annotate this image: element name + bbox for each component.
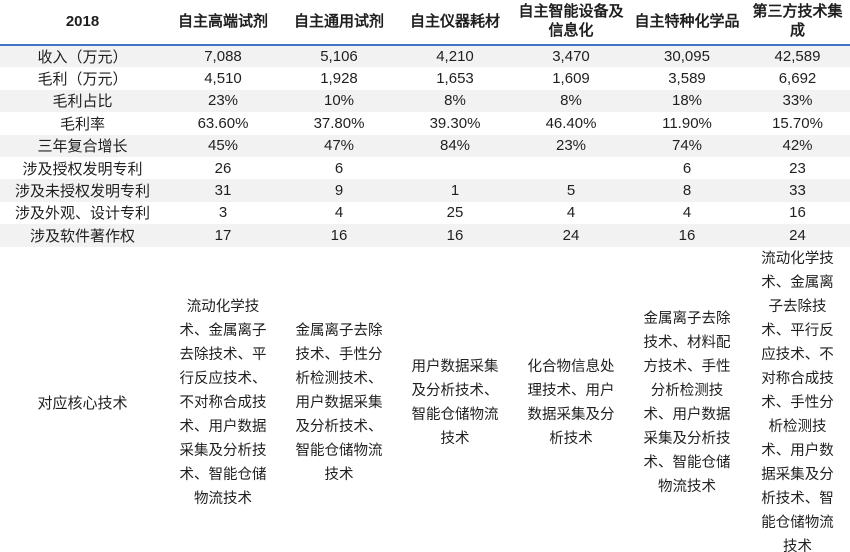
- value-cell: 3,589: [668, 70, 706, 88]
- value-cell: 5: [566, 182, 576, 200]
- value-cell: 1: [450, 182, 460, 200]
- value-cell: 4: [566, 204, 576, 222]
- value-cell: [513, 157, 629, 179]
- value-cell: 4,510: [204, 70, 242, 88]
- value-cell: 4,210: [436, 48, 474, 66]
- table-row: 涉及未授权发明专利 31 9 1 5 8 33: [0, 179, 850, 202]
- value-cell: 5,106: [320, 48, 358, 66]
- value-cell: 6: [334, 159, 344, 177]
- value-cell: 8: [682, 182, 692, 200]
- column-header: 自主智能设备及信息化: [518, 3, 624, 39]
- row-label: 毛利占比: [52, 93, 113, 111]
- value-cell: 18%: [671, 92, 703, 110]
- value-cell: 24: [789, 226, 806, 244]
- table-body: 收入（万元） 7,088 5,106 4,210 3,470 30,095 42,589 毛利…: [0, 45, 850, 552]
- value-cell: 84%: [439, 137, 471, 155]
- value-cell: 8%: [560, 92, 582, 110]
- column-header: 第三方技术集成: [752, 3, 843, 39]
- value-cell: 31: [214, 182, 232, 200]
- value-cell: 42,589: [774, 48, 821, 66]
- value-cell: 47%: [323, 137, 355, 155]
- value-cell: 9: [334, 182, 344, 200]
- value-cell: 46.40%: [545, 114, 597, 132]
- value-cell: [397, 157, 513, 179]
- value-cell: 1,928: [320, 70, 358, 88]
- value-cell: 25: [446, 204, 464, 222]
- value-cell: 16: [330, 226, 348, 244]
- value-cell: 23%: [207, 92, 239, 110]
- core-tech-cell: 金属离子去除技术、手性分析检测技术、用户数据采集及分析技术、智能仓储物流技术: [295, 322, 383, 483]
- table-row: 三年复合增长 45% 47% 84% 23% 74% 42%: [0, 134, 850, 157]
- table-row: 对应核心技术 流动化学技术、金属离子去除技术、平行反应技术、不对称合成技术、用户数…: [0, 247, 850, 552]
- value-cell: 10%: [323, 92, 355, 110]
- value-cell: 33: [789, 182, 806, 200]
- value-cell: 63.60%: [197, 114, 249, 132]
- row-label: 毛利率: [59, 115, 105, 133]
- value-cell: 11.90%: [662, 114, 712, 132]
- table-row: 毛利（万元） 4,510 1,928 1,653 1,609 3,589 6,692: [0, 67, 850, 89]
- value-cell: 39.30%: [429, 114, 481, 132]
- table-row: 涉及外观、设计专利 3 4 25 4 4 16: [0, 202, 850, 224]
- value-cell: 4: [682, 204, 692, 222]
- value-cell: 37.80%: [313, 114, 365, 132]
- core-tech-cell: 流动化学技术、金属离子去除技术、平行反应技术、不对称合成技术、用户数据采集及分析…: [179, 298, 267, 507]
- value-cell: 33%: [782, 92, 813, 110]
- value-cell: 15.70%: [772, 114, 823, 132]
- row-label: 三年复合增长: [37, 138, 128, 156]
- column-header: 自主高端试剂: [177, 12, 268, 30]
- core-tech-cell: 用户数据采集及分析技术、智能仓储物流技术: [411, 358, 499, 447]
- row-label: 对应核心技术: [37, 395, 128, 413]
- table-row: 收入（万元） 7,088 5,106 4,210 3,470 30,095 42,589: [0, 45, 850, 68]
- table-row: 毛利率 63.60% 37.80% 39.30% 46.40% 11.90% 15.70%: [0, 112, 850, 134]
- value-cell: 1,653: [436, 70, 474, 88]
- value-cell: 45%: [207, 137, 239, 155]
- value-cell: 16: [446, 226, 464, 244]
- row-label: 收入（万元）: [37, 49, 128, 67]
- value-cell: 3: [218, 204, 228, 222]
- value-cell: 6,692: [778, 70, 817, 88]
- value-cell: 3,470: [552, 48, 590, 66]
- value-cell: 6: [682, 159, 692, 177]
- value-cell: 4: [334, 204, 344, 222]
- value-cell: 74%: [671, 137, 703, 155]
- column-header: 自主通用试剂: [293, 12, 384, 30]
- value-cell: 26: [214, 159, 232, 177]
- column-header: 自主特种化学品: [634, 12, 740, 30]
- table-row: 涉及授权发明专利 26 6 6 23: [0, 157, 850, 179]
- row-label: 涉及授权发明专利: [22, 160, 143, 178]
- year-header: 2018: [65, 12, 100, 30]
- row-label: 毛利（万元）: [37, 71, 128, 89]
- value-cell: 23: [789, 159, 806, 177]
- core-tech-cell: 流动化学技术、金属离子去除技术、平行反应技术、不对称合成技术、手性分析检测技术、…: [761, 250, 834, 552]
- value-cell: 16: [789, 204, 806, 222]
- value-cell: 23%: [555, 137, 587, 155]
- row-label: 涉及软件著作权: [29, 227, 135, 245]
- value-cell: 17: [214, 226, 232, 244]
- value-cell: 1,609: [552, 70, 590, 88]
- value-cell: 7,088: [204, 48, 242, 66]
- value-cell: 24: [562, 226, 580, 244]
- core-tech-cell: 金属离子去除技术、材料配方技术、手性分析检测技术、用户数据采集及分析技术、智能仓…: [643, 310, 731, 495]
- column-header: 自主仪器耗材: [409, 12, 500, 30]
- table-row: 涉及软件著作权 17 16 16 24 16 24: [0, 224, 850, 247]
- core-tech-cell: 化合物信息处理技术、用户数据采集及分析技术: [527, 358, 615, 447]
- value-cell: 8%: [444, 92, 466, 110]
- value-cell: 42%: [782, 137, 813, 155]
- table-row: 毛利占比 23% 10% 8% 8% 18% 33%: [0, 89, 850, 113]
- header-row: 2018 自主高端试剂 自主通用试剂 自主仪器耗材 自主智能设备及信息化 自主特种化学品…: [0, 0, 850, 45]
- row-label: 涉及未授权发明专利: [14, 183, 150, 201]
- value-cell: 30,095: [664, 48, 710, 66]
- value-cell: 16: [678, 226, 696, 244]
- row-label: 涉及外观、设计专利: [14, 205, 150, 223]
